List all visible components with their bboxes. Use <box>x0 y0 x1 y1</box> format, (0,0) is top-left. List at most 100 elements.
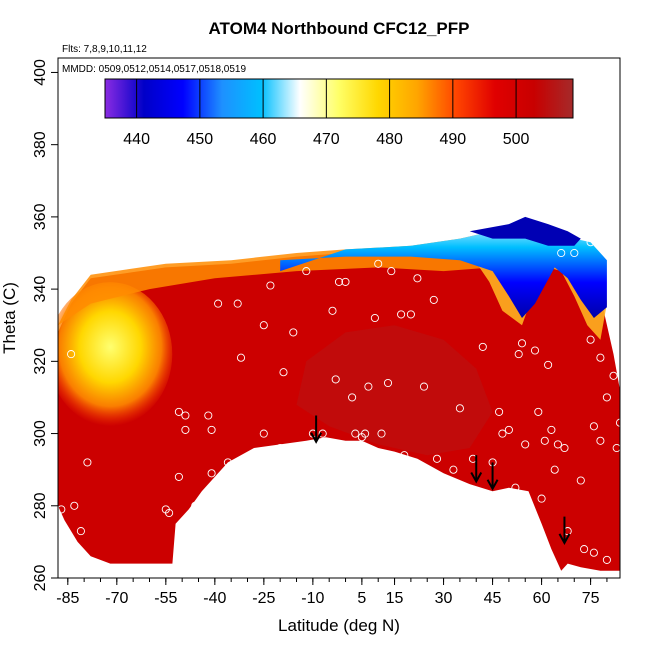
sample-point <box>612 443 620 453</box>
sample-point <box>596 353 605 362</box>
sample-point <box>517 339 527 348</box>
sample-point <box>361 429 370 438</box>
sample-point <box>348 393 357 402</box>
sample-point <box>233 299 242 308</box>
y-tick-label: 380 <box>32 131 49 158</box>
sample-point <box>400 451 409 460</box>
sample-point <box>67 350 76 359</box>
sample-point <box>586 238 595 247</box>
colorbar-ticks: 440 450 460 470 480 490 500 <box>123 79 530 148</box>
sample-point <box>397 310 406 319</box>
sample-point <box>537 494 546 503</box>
y-axis: 260 280 300 320 340 360 380 400 <box>32 59 58 591</box>
chart-subtitle-dates: MMDD: 0509,0512,0514,0517,0518,0519 <box>62 64 246 75</box>
sample-point <box>383 378 393 388</box>
sample-point <box>547 425 556 434</box>
sample-point <box>553 440 562 449</box>
sample-point <box>214 299 223 308</box>
colorbar-tick-label: 460 <box>250 131 277 148</box>
sample-markers <box>58 238 620 564</box>
sample-point <box>204 411 213 420</box>
x-tick-label: 45 <box>484 590 502 607</box>
y-tick-label: 260 <box>32 565 49 592</box>
sample-point <box>341 277 350 286</box>
sample-point <box>560 443 569 453</box>
sample-point <box>328 306 337 315</box>
sample-point <box>266 281 275 290</box>
sample-point <box>331 375 340 384</box>
colorbar-tick-label: 500 <box>503 131 530 148</box>
sample-point <box>318 429 327 438</box>
sample-point <box>432 454 442 463</box>
sample-point <box>377 429 386 438</box>
sample-point <box>70 501 79 510</box>
sample-point <box>334 277 344 286</box>
sample-point <box>191 501 200 510</box>
sample-point <box>589 548 598 557</box>
sample-point <box>165 508 174 518</box>
field-region-dark <box>296 325 493 456</box>
sample-point <box>259 321 268 330</box>
sample-point <box>540 436 549 445</box>
sample-point <box>302 267 311 276</box>
sample-point <box>544 360 553 369</box>
sample-point <box>76 527 85 536</box>
sample-point <box>207 425 216 434</box>
sample-point <box>449 465 458 474</box>
sample-point <box>570 248 579 258</box>
x-tick-label: -10 <box>301 590 324 607</box>
sample-point <box>289 328 298 337</box>
sample-point <box>83 458 92 467</box>
colorbar-tick-label: 490 <box>439 131 466 148</box>
x-axis-label: Latitude (deg N) <box>278 616 400 635</box>
y-tick-label: 340 <box>32 276 49 303</box>
sample-point <box>58 505 66 514</box>
sample-point <box>223 458 232 467</box>
sample-point <box>236 353 246 362</box>
sample-point <box>615 418 620 427</box>
sample-point <box>181 411 190 420</box>
colorbar-tick-label: 440 <box>123 131 150 148</box>
y-tick-label: 300 <box>32 420 49 447</box>
sample-point <box>602 555 611 564</box>
x-tick-label: -70 <box>105 590 128 607</box>
sample-point <box>181 425 190 434</box>
chart-title: ATOM4 Northbound CFC12_PFP <box>209 19 470 38</box>
sample-point <box>514 350 523 359</box>
sample-point <box>406 310 415 319</box>
colorbar-tick-label: 470 <box>313 131 340 148</box>
x-tick-label: 75 <box>582 590 600 607</box>
x-tick-label: 60 <box>533 590 551 607</box>
sample-point <box>589 422 598 431</box>
sample-point <box>580 545 589 554</box>
heatmap-surface <box>58 216 620 571</box>
field-region-deep <box>469 216 581 246</box>
sample-point <box>263 458 272 467</box>
arrow-marker <box>558 516 571 545</box>
sample-point <box>576 476 585 485</box>
sample-point <box>511 483 520 492</box>
sample-point <box>498 429 507 438</box>
sample-point <box>279 368 288 377</box>
sample-point <box>351 429 360 438</box>
sample-point <box>429 295 438 304</box>
arrow-markers <box>310 415 571 545</box>
sample-point <box>174 407 183 416</box>
field-region-low <box>280 216 607 318</box>
x-tick-label: 5 <box>357 590 366 607</box>
sample-point <box>521 440 530 449</box>
chart-subtitle-flights: Flts: 7,8,9,10,11,12 <box>62 44 147 55</box>
sample-point <box>550 465 559 474</box>
sample-point <box>374 259 383 268</box>
sample-point <box>557 248 566 258</box>
field-region-yellow <box>58 282 173 427</box>
arrow-marker <box>486 462 499 491</box>
y-tick-label: 280 <box>32 492 49 519</box>
sample-point <box>586 335 595 344</box>
colorbar <box>104 78 574 119</box>
sample-point <box>602 393 611 402</box>
sample-point <box>259 429 268 438</box>
sample-point <box>276 443 285 453</box>
sample-point <box>596 436 605 445</box>
